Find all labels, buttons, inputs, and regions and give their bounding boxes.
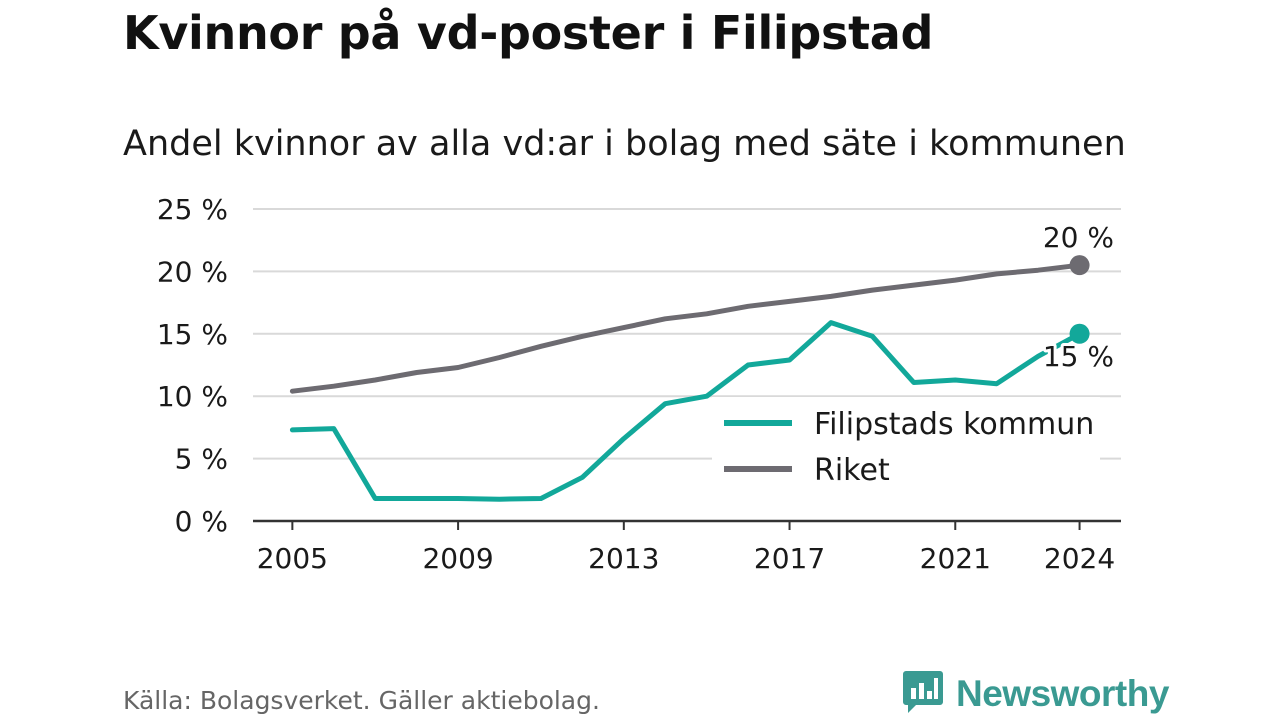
legend-label-riket: Riket xyxy=(814,453,890,488)
axes: 0 % 5 % 10 % 15 % 20 % 25 % 2005 2009 2013 2017 20… xyxy=(157,193,1121,575)
end-label-filipstad: 15 % xyxy=(1043,340,1114,373)
source-note: Källa: Bolagsverket. Gäller aktiebolag. xyxy=(123,686,600,715)
legend-label-filipstad: Filipstads kommun xyxy=(814,407,1094,442)
end-labels: 15 %15 %20 %20 % xyxy=(1040,218,1117,376)
x-tick-label: 2009 xyxy=(422,542,493,575)
chart-subtitle: Andel kvinnor av alla vd:ar i bolag med … xyxy=(123,124,1126,164)
x-tick-label: 2005 xyxy=(257,542,328,575)
y-tick-label: 25 % xyxy=(157,193,228,226)
series-endpoint-filipstad xyxy=(1069,323,1090,344)
chart-title: Kvinnor på vd-poster i Filipstad xyxy=(123,6,934,60)
x-tick-label: 2021 xyxy=(920,542,991,575)
gridlines xyxy=(253,208,1121,460)
brand-name: Newsworthy xyxy=(956,673,1169,714)
legend: Filipstads kommun Riket xyxy=(712,397,1100,493)
x-tick-label: 2013 xyxy=(588,542,659,575)
brand-logo[interactable]: Newsworthy xyxy=(902,669,1169,719)
end-label-halo: 20 % xyxy=(1043,221,1114,254)
y-tick-label: 15 % xyxy=(157,318,228,351)
y-tick-label: 0 % xyxy=(175,505,228,538)
x-tick-label: 2024 xyxy=(1044,542,1115,575)
series-line-riket xyxy=(289,262,1083,394)
legend-background xyxy=(712,397,1100,493)
x-tick-label: 2017 xyxy=(754,542,825,575)
series-endpoint-riket xyxy=(1069,255,1090,276)
series-lines xyxy=(289,255,1090,502)
series-line-filipstad xyxy=(289,320,1083,502)
bar-chart-speech-bubble-icon xyxy=(902,669,944,719)
y-tick-label: 10 % xyxy=(157,380,228,413)
end-label-halo: 15 % xyxy=(1043,340,1114,373)
y-tick-label: 20 % xyxy=(157,255,228,288)
y-tick-label: 5 % xyxy=(175,443,228,476)
end-label-riket: 20 % xyxy=(1043,221,1114,254)
